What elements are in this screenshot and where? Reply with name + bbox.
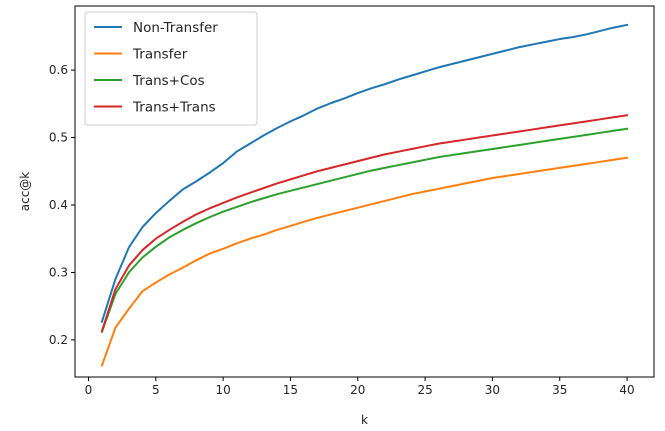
x-tick-label: 5 — [152, 383, 160, 397]
x-tick-label: 15 — [283, 383, 298, 397]
x-tick-label: 30 — [485, 383, 500, 397]
series-layer — [100, 23, 629, 367]
x-tick-label: 20 — [350, 383, 365, 397]
y-tick-label: 0.2 — [49, 333, 68, 347]
plot-frame — [74, 5, 655, 378]
legend-label: Non-Transfer — [133, 20, 218, 36]
series-line-2 — [100, 127, 629, 334]
x-tick-label: 35 — [552, 383, 567, 397]
x-axis: 0 5 10 15 20 25 30 35 40 — [85, 377, 635, 397]
y-tick-label: 0.4 — [49, 198, 68, 212]
series-line-1 — [100, 156, 629, 367]
legend: Non-Transfer Transfer Trans+Cos Trans+Trans — [84, 11, 258, 126]
x-tick-label: 25 — [417, 383, 432, 397]
y-tick-label: 0.6 — [49, 63, 68, 77]
legend-label: Trans+Trans — [132, 100, 216, 116]
y-tick-label: 0.5 — [49, 131, 68, 145]
x-tick-label: 0 — [85, 383, 93, 397]
x-axis-label: k — [361, 413, 368, 427]
x-tick-label: 10 — [215, 383, 230, 397]
legend-label: Transfer — [132, 47, 188, 63]
y-axis-label: acc@k — [18, 172, 32, 212]
legend-label: Trans+Cos — [132, 73, 205, 89]
y-tick-label: 0.3 — [49, 265, 68, 279]
legend-box — [84, 11, 258, 126]
series-line-0 — [100, 23, 629, 323]
y-axis: 0.2 0.3 0.4 0.5 0.6 — [49, 63, 75, 347]
x-tick-label: 40 — [619, 383, 634, 397]
series-line-3 — [100, 114, 629, 333]
